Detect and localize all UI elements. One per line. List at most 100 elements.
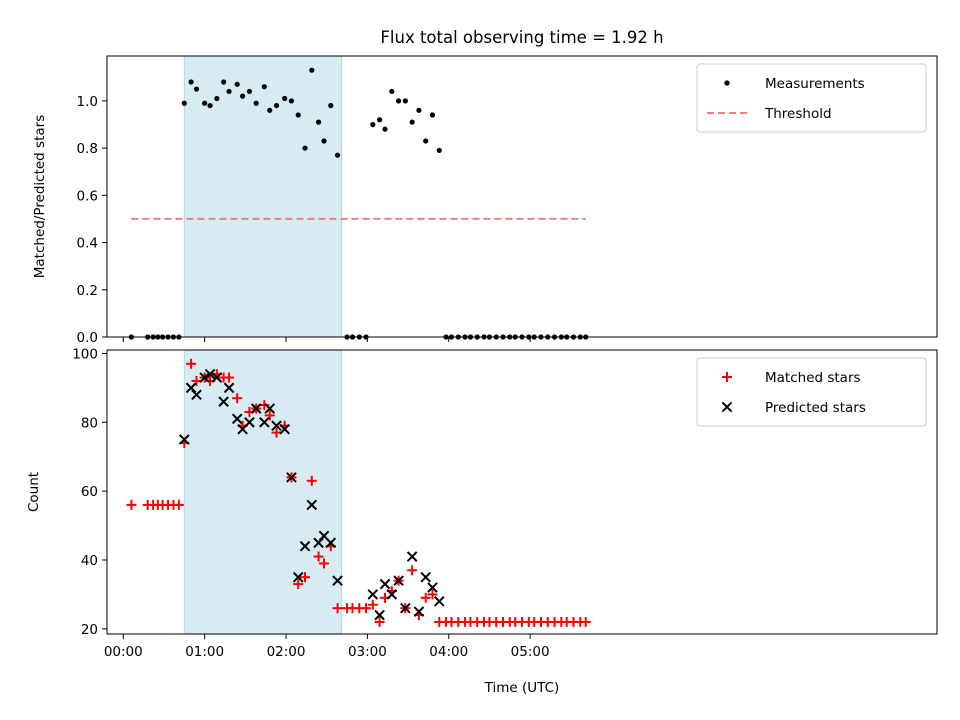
count-series-0-point [173, 499, 184, 510]
ratio-y-tick-label: 0.6 [77, 188, 98, 204]
x-tick-label: 03:00 [348, 644, 387, 660]
chart-title: Flux total observing time = 1.92 h [380, 28, 663, 47]
ratio-series-0-point [246, 88, 253, 95]
count-series-1-point [244, 416, 255, 428]
count-series-0-point [367, 599, 378, 610]
ratio-series-0-point [429, 112, 436, 118]
count-series-1-point [299, 540, 311, 552]
count-series-1-point [332, 575, 343, 586]
ratio-shaded-region [183, 55, 343, 338]
ratio-series-0-point [214, 95, 220, 102]
ratio-series-0-point [436, 147, 442, 154]
count-series-1-point [313, 537, 324, 549]
count-series-1-point [292, 571, 304, 583]
count-y-tick-label: 60 [81, 484, 98, 500]
count-y-tick-label: 80 [81, 415, 98, 431]
count-series-1-point [433, 595, 445, 607]
count-series-1-point [250, 403, 262, 414]
count-series-0-point [318, 558, 329, 569]
ratio-legend-marker [724, 80, 730, 86]
count-y-tick-label: 20 [81, 622, 98, 638]
count-series-0-point [293, 579, 304, 590]
count-series-1 [178, 368, 445, 621]
count-series-0-point [224, 372, 235, 383]
ratio-series-0-point [267, 107, 273, 113]
ratio-legend-box [696, 63, 927, 133]
count-series-1-point [306, 499, 318, 511]
ratio-series-0-point [315, 119, 322, 125]
ratio-series-0-point [221, 79, 227, 85]
x-tick-label: 00:00 [104, 644, 143, 660]
count-series-1-point [259, 416, 270, 428]
ratio-series-0-point [389, 88, 395, 95]
count-series-1-point [367, 589, 379, 600]
count-series-1-point [199, 372, 210, 383]
ratio-axes-frame [106, 55, 938, 338]
ratio-series-0-point [240, 93, 246, 99]
ratio-series-0-point [282, 95, 288, 102]
count-series-1-point [271, 420, 282, 432]
x-axis-label: Time (UTC) [484, 680, 560, 696]
count-series-1-point [427, 582, 438, 593]
count-series-0-point [232, 393, 243, 404]
ratio-series-0-point [416, 107, 422, 113]
ratio-y-tick-label: 1.0 [77, 94, 98, 110]
count-series-1-point [325, 537, 337, 549]
ratio-series-0-point [261, 84, 267, 90]
ratio-series-0-point [188, 79, 194, 85]
count-series-1-point [211, 372, 223, 383]
ratio-y-axis-label: Matched/Predicted stars [32, 115, 48, 278]
ratio-series-0-point [234, 81, 240, 87]
count-series-0-point [361, 603, 372, 614]
count-y-axis-label: Count [26, 472, 42, 512]
ratio-legend-label: Threshold [764, 106, 832, 122]
x-tick-label: 05:00 [511, 644, 550, 660]
x-tick-label: 02:00 [267, 644, 306, 660]
count-series-1-point [379, 578, 391, 590]
count-series-0-point [420, 592, 431, 603]
ratio-series-0-point [193, 86, 200, 92]
x-tick-label: 01:00 [185, 644, 224, 660]
count-series-1-point [406, 551, 418, 562]
ratio-series-0-point [328, 102, 334, 109]
count-series-1-point [386, 589, 398, 600]
count-series-0-point [126, 499, 137, 510]
count-panel: 20 40 60 80 100 00:00 01:00 02:00 03:00 04:00 05:0… [26, 346, 938, 660]
count-series-0-point [264, 410, 275, 421]
count-legend: Matched stars Predicted stars [696, 357, 927, 427]
count-series-1-point [178, 434, 190, 445]
count-series-0-point [313, 551, 324, 562]
count-series-0-point [306, 475, 317, 486]
count-series-1-point [286, 472, 297, 483]
count-series-1-point [218, 396, 229, 407]
ratio-series-0-point [334, 152, 341, 158]
ratio-y-tick-label: 0.4 [77, 236, 98, 252]
count-legend-box [696, 357, 927, 427]
ratio-series-0-point [202, 100, 208, 106]
count-series-1-point [420, 571, 432, 583]
count-y-tick-label: 40 [81, 553, 98, 569]
count-legend-marker [721, 401, 733, 413]
count-series-1-point [185, 382, 197, 394]
count-shaded-region [183, 349, 343, 635]
count-series-1-point [393, 575, 404, 586]
count-legend-marker [722, 372, 732, 382]
ratio-series-0-point [207, 102, 213, 109]
count-series-0-point [427, 589, 438, 600]
ratio-series-0-point [273, 102, 280, 109]
ratio-y-tick-label: 0.8 [77, 141, 98, 157]
ratio-series-0-point [370, 121, 376, 128]
ratio-series-0-point [402, 98, 408, 104]
count-y-tick-label: 100 [72, 346, 98, 362]
count-series-1-point [223, 382, 235, 394]
count-legend-label: Predicted stars [765, 400, 866, 416]
count-series-1-point [231, 413, 243, 425]
ratio-series-0-point [226, 88, 232, 95]
ratio-series-0-point [376, 117, 383, 123]
x-tick-label: 04:00 [429, 644, 468, 660]
count-series-0-point [300, 572, 311, 583]
count-legend-label: Matched stars [765, 370, 861, 386]
count-series-1-point [204, 368, 216, 380]
count-axes-frame [106, 349, 938, 635]
